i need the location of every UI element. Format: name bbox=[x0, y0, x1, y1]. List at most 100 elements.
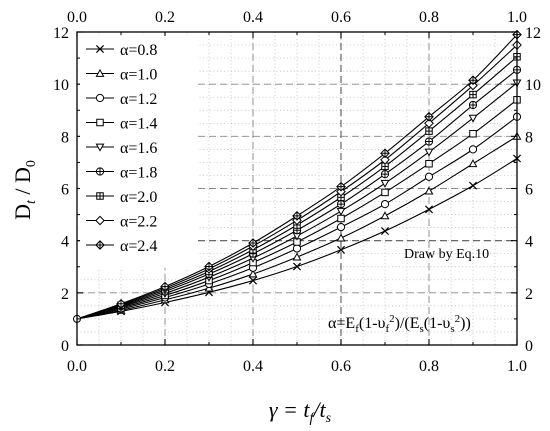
legend-label: α=1.0 bbox=[120, 67, 157, 84]
data-point bbox=[336, 223, 346, 232]
data-point bbox=[336, 245, 346, 254]
data-point bbox=[380, 211, 390, 220]
data-point bbox=[468, 75, 478, 86]
x-tick-label-bottom: 0.2 bbox=[155, 358, 175, 375]
draw-note: Draw by Eq.10 bbox=[404, 247, 489, 262]
legend-label: α=2.0 bbox=[120, 189, 157, 206]
legend: α=0.8 α=1.0 α=1.2 α=1.4 α=1.6 α=1.8 α=2.0 α=2.2… bbox=[80, 36, 198, 268]
data-point bbox=[380, 170, 390, 179]
data-point bbox=[337, 214, 345, 223]
legend-entry: α=1.4 bbox=[86, 116, 157, 133]
data-point bbox=[336, 233, 346, 242]
legend-marker bbox=[95, 143, 105, 152]
legend-entry: α=0.8 bbox=[86, 42, 157, 59]
y-tick-label-left: 12 bbox=[53, 25, 69, 42]
legend-entry: α=1.0 bbox=[86, 67, 157, 84]
legend-entry: α=2.4 bbox=[86, 238, 157, 255]
data-point bbox=[424, 172, 434, 181]
data-point bbox=[292, 211, 302, 221]
data-point bbox=[424, 205, 434, 214]
series-diamond-plus bbox=[76, 29, 522, 320]
x-tick-label-top: 0.2 bbox=[155, 9, 175, 26]
y-tick-label-left: 0 bbox=[61, 338, 69, 355]
legend-marker bbox=[95, 240, 105, 250]
data-point bbox=[292, 262, 302, 271]
series-circle bbox=[76, 112, 522, 320]
data-point bbox=[380, 200, 390, 209]
y-tick-label-right: 0 bbox=[525, 338, 533, 355]
x-tick-label-top: 0.0 bbox=[67, 9, 87, 26]
legend-entry: α=2.0 bbox=[86, 189, 157, 206]
x-tick-label-bottom: 0.4 bbox=[243, 358, 263, 375]
x-tick-label-top: 0.8 bbox=[419, 9, 439, 26]
x-tick-label-top: 0.4 bbox=[243, 9, 263, 26]
data-point bbox=[468, 114, 478, 123]
x-tick-label-top: 0.6 bbox=[331, 9, 351, 26]
data-point bbox=[424, 148, 434, 157]
data-point bbox=[381, 188, 389, 197]
data-point bbox=[116, 298, 126, 309]
legend-label: α=1.6 bbox=[120, 140, 157, 157]
x-tick-label-bottom: 1.0 bbox=[507, 358, 527, 375]
legend-label: α=1.8 bbox=[120, 165, 157, 182]
x-tick-label-top: 1.0 bbox=[507, 9, 527, 26]
y-tick-label-left: 10 bbox=[53, 77, 69, 94]
y-tick-label-left: 6 bbox=[61, 182, 69, 199]
y-tick-label-right: 8 bbox=[525, 129, 533, 146]
x-tick-label-bottom: 0.0 bbox=[67, 358, 87, 375]
legend-marker bbox=[95, 167, 105, 176]
data-point bbox=[468, 80, 478, 91]
legend-label: α=2.2 bbox=[120, 214, 157, 231]
legend-marker bbox=[96, 118, 104, 127]
y-tick-label-right: 2 bbox=[525, 286, 533, 303]
data-point bbox=[204, 261, 214, 272]
data-point bbox=[424, 137, 434, 146]
legend-label: α=0.8 bbox=[120, 42, 157, 59]
data-point bbox=[248, 276, 258, 285]
data-point bbox=[160, 281, 170, 292]
x-tick-label-bottom: 0.8 bbox=[419, 358, 439, 375]
formula-annotation: α=Ef(1-υf2)/(Es(1-υs2)) bbox=[328, 313, 471, 335]
legend-marker bbox=[95, 93, 105, 103]
data-point bbox=[336, 186, 346, 197]
data-point bbox=[468, 159, 478, 168]
axis-ticks: 0.0 0.0 0.2 0.2 0.4 0.4 0.6 0.6 0.8 0.8 1.0 1.0 0 0 2 2… bbox=[53, 9, 541, 375]
data-point bbox=[380, 226, 390, 236]
legend-entry: α=1.2 bbox=[86, 91, 157, 108]
data-point bbox=[468, 181, 478, 190]
y-tick-label-right: 6 bbox=[525, 182, 533, 199]
legend-marker bbox=[96, 192, 104, 200]
data-point bbox=[292, 252, 302, 261]
legend-label: α=1.4 bbox=[120, 116, 157, 133]
legend-marker bbox=[95, 44, 105, 54]
data-point bbox=[424, 186, 434, 195]
x-axis-label: γ = tf/ts bbox=[269, 397, 332, 426]
y-tick-label-left: 8 bbox=[61, 129, 69, 146]
legend-entry: α=2.2 bbox=[86, 214, 157, 231]
data-point bbox=[248, 238, 258, 248]
data-point bbox=[424, 111, 434, 122]
data-point bbox=[336, 181, 346, 192]
data-point bbox=[425, 159, 433, 168]
data-point bbox=[424, 118, 434, 129]
legend-entry: α=1.6 bbox=[86, 140, 157, 157]
legend-label: α=1.2 bbox=[120, 91, 157, 108]
legend-marker bbox=[95, 68, 105, 77]
x-tick-label-bottom: 0.6 bbox=[331, 358, 351, 375]
data-point bbox=[469, 129, 477, 138]
y-tick-label-left: 2 bbox=[61, 286, 69, 303]
legend-entry: α=1.8 bbox=[86, 165, 157, 182]
y-tick-label-left: 4 bbox=[61, 234, 69, 251]
data-point bbox=[248, 269, 258, 278]
data-point bbox=[425, 127, 433, 135]
data-point bbox=[380, 148, 390, 159]
series-x bbox=[76, 154, 522, 320]
data-series bbox=[73, 29, 522, 323]
legend-label: α=2.4 bbox=[120, 238, 157, 255]
data-point bbox=[469, 90, 477, 99]
y-tick-label-right: 10 bbox=[525, 77, 541, 94]
data-point bbox=[380, 154, 390, 165]
data-point bbox=[336, 207, 346, 216]
y-axis-label: Dt / D0 bbox=[10, 160, 39, 220]
